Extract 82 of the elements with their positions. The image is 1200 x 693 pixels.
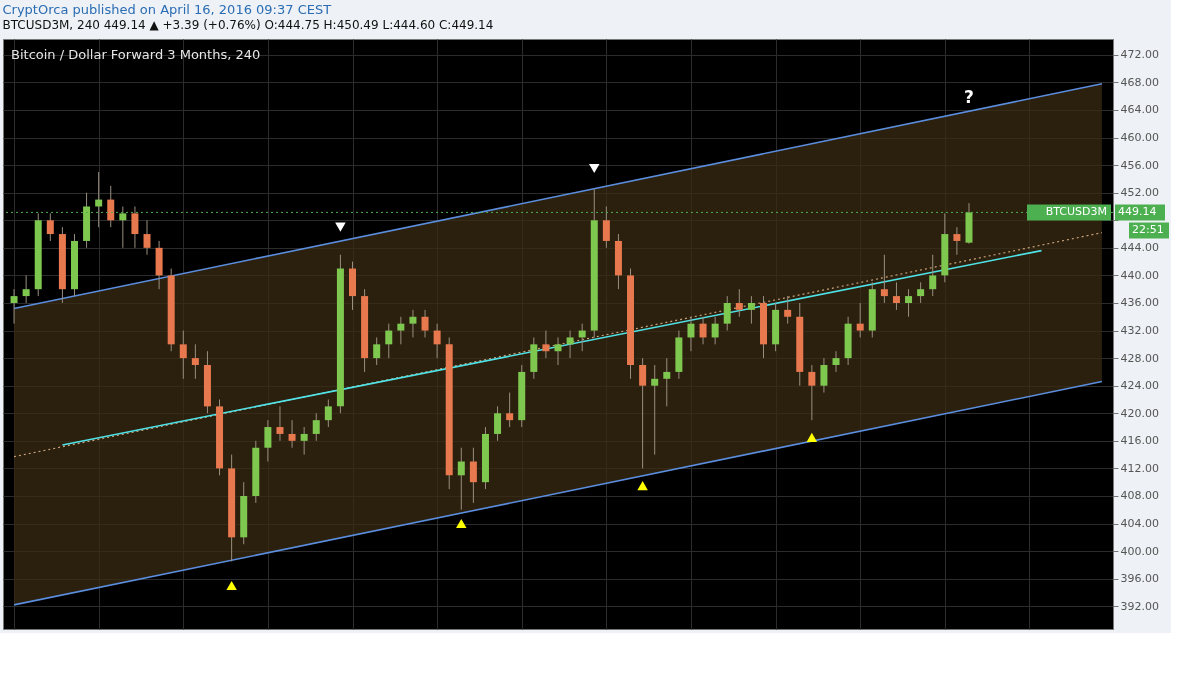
- y-tick-label: 396.00: [1120, 572, 1159, 586]
- y-tick-label: 412.00: [1120, 461, 1159, 475]
- candlestick: [929, 254, 937, 297]
- candlestick: [784, 295, 792, 325]
- y-tick-label: 444.00: [1120, 241, 1159, 255]
- text: Bitcoin / Dollar Forward 3 Months, 240: [11, 47, 261, 62]
- candlestick: [324, 398, 332, 428]
- candlestick: [820, 357, 828, 394]
- y-tick-label: 452.00: [1120, 186, 1159, 200]
- candlestick: [276, 405, 284, 442]
- y-tick-label: 420.00: [1120, 406, 1159, 420]
- annotation: ?: [964, 87, 974, 107]
- candlestick: [119, 205, 127, 249]
- candlestick: [469, 447, 477, 504]
- candlestick: [107, 185, 115, 228]
- candlestick: [457, 447, 465, 511]
- chart-subtitle: CryptOrca published on April 16, 2016 09:37 CEST: [2, 2, 332, 17]
- y-tick-label: 432.00: [1120, 324, 1159, 338]
- candlestick: [143, 219, 151, 256]
- candlestick: [566, 330, 574, 359]
- candlestick: [639, 357, 647, 469]
- point: [226, 581, 237, 591]
- candlestick: [494, 405, 502, 442]
- candlestick: [288, 419, 296, 449]
- candlestick: [651, 364, 659, 456]
- y-tick-label: 424.00: [1120, 379, 1159, 393]
- candlestick: [699, 316, 707, 345]
- candlestick: [747, 295, 755, 325]
- candlestick: [433, 323, 441, 359]
- candlestick: [131, 205, 139, 249]
- candlestick: [506, 392, 514, 428]
- y-tick-label: 436.00: [1120, 296, 1159, 310]
- point: [335, 222, 346, 232]
- point: [456, 519, 467, 529]
- candlestick: [191, 343, 199, 380]
- candlestick: [397, 316, 405, 345]
- candlestick: [735, 288, 743, 318]
- candlestick: [10, 288, 18, 325]
- candlestick: [917, 281, 925, 304]
- point: [806, 432, 818, 442]
- y-tick-label: 460.00: [1120, 131, 1159, 145]
- candlestick: [554, 336, 562, 366]
- candlestick: [312, 412, 320, 442]
- y-tick-label: 456.00: [1120, 158, 1159, 172]
- candlestick: [953, 226, 961, 256]
- candlestick: [542, 330, 550, 359]
- text: 449.14: [1118, 205, 1157, 219]
- candlestick: [409, 309, 417, 338]
- y-tick-label: 464.00: [1120, 103, 1159, 117]
- candlestick: [711, 316, 719, 345]
- candlestick: [22, 274, 30, 304]
- candlestick: [892, 281, 900, 311]
- candlestick: [602, 205, 610, 249]
- candlestick: [723, 295, 731, 332]
- y-tick-label: 408.00: [1120, 489, 1159, 503]
- candlestick: [46, 212, 54, 242]
- ref-line-label: BTCUSD3M: [1045, 205, 1107, 219]
- candlestick: [856, 302, 864, 338]
- candlestick: [905, 288, 913, 318]
- y-tick-label: 440.00: [1120, 268, 1159, 282]
- candlestick: [421, 309, 429, 338]
- y-tick-label: 392.00: [1120, 599, 1159, 613]
- candlestick: [385, 323, 393, 359]
- point: [637, 481, 648, 491]
- candlestick: [663, 357, 671, 407]
- candlestick: [880, 254, 888, 304]
- candlestick: [687, 316, 695, 352]
- y-tick-label: 472.00: [1120, 48, 1159, 62]
- text: BTCUSD3M, 240 449.14 ▲ +3.39 (+0.76%) O:444.75 H:450.49 L:444.60 C:449.14: [2, 18, 494, 32]
- text: 22:51: [1132, 223, 1164, 237]
- y-tick-label: 400.00: [1120, 544, 1159, 558]
- candlestick: [300, 426, 308, 456]
- y-tick-label: 404.00: [1120, 517, 1159, 531]
- y-tick-label: 416.00: [1120, 434, 1159, 448]
- y-tick-label: 428.00: [1120, 351, 1159, 365]
- candlestick: [373, 336, 381, 366]
- point: [589, 164, 600, 174]
- candlestick: [808, 364, 816, 421]
- candlestick: [179, 330, 187, 380]
- y-tick-label: 468.00: [1120, 75, 1159, 89]
- candlestick: [264, 419, 272, 463]
- candlestick: [832, 350, 840, 373]
